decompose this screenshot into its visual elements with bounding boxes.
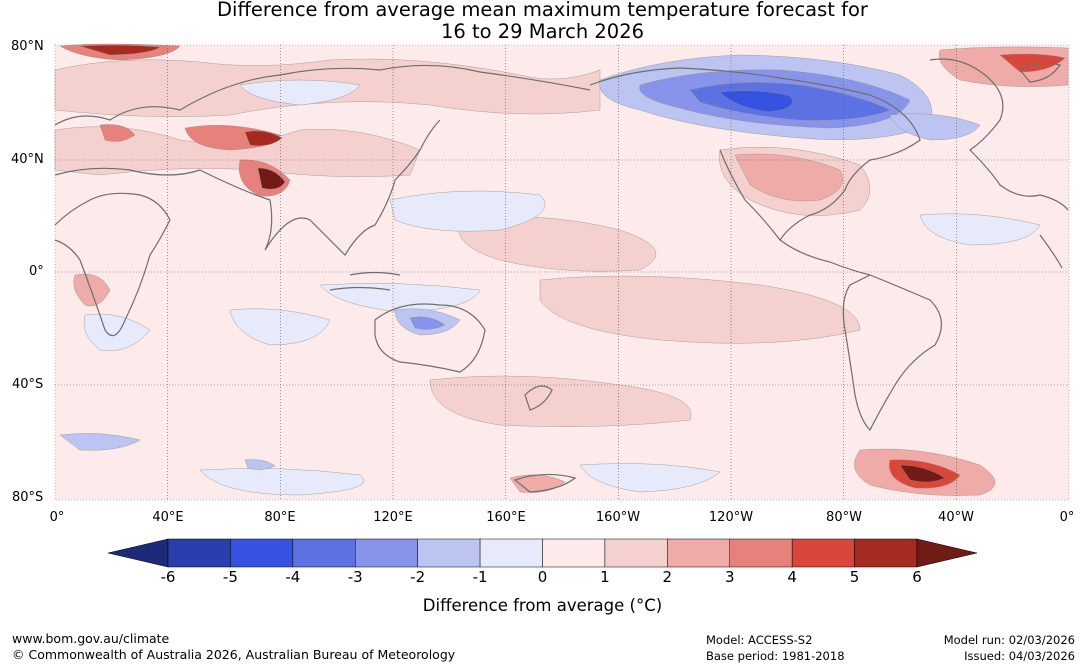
colorbar-bin <box>854 538 918 568</box>
lon-label-120w: 120°W <box>708 510 754 525</box>
map-gridlines <box>55 45 1069 500</box>
footer-copyright: © Commonwealth of Australia 2026, Austra… <box>12 647 456 662</box>
lon-label-0-right: 0° <box>1059 510 1075 525</box>
lon-label-160w: 160°W <box>595 510 641 525</box>
lon-label-160e: 160°E <box>486 510 526 525</box>
colorbar-bin <box>355 538 418 568</box>
colorbar-bin <box>479 538 543 568</box>
colorbar-tick-label: 3 <box>724 568 735 586</box>
colorbar-tick-label: -1 <box>472 568 488 586</box>
coastlines <box>54 58 1069 493</box>
lat-label-80n: 80°N <box>11 39 44 54</box>
colorbar-tick-label: 4 <box>787 568 797 586</box>
colorbar-tick-label: -6 <box>160 568 176 586</box>
colorbar-extend-low <box>107 538 169 568</box>
colorbar-bin <box>292 538 356 568</box>
colorbar-bin <box>729 538 793 568</box>
lat-label-40s: 40°S <box>12 377 44 392</box>
colorbar-tick-label: 1 <box>600 568 610 586</box>
colorbar-tick-label: -4 <box>285 568 301 586</box>
lon-label-80w: 80°W <box>826 510 862 525</box>
footer-model: Model: ACCESS-S2 <box>706 633 813 647</box>
lon-label-80e: 80°E <box>264 510 296 525</box>
colorbar-tick-label: -3 <box>347 568 363 586</box>
footer-model-run: Model run: 02/03/2026 <box>943 633 1075 647</box>
map-frame <box>54 44 1070 501</box>
colorbar-bin <box>167 538 231 568</box>
colorbar-tick-label: 5 <box>849 568 860 586</box>
map-title-line-1: Difference from average mean maximum tem… <box>217 0 868 21</box>
footer-base-period: Base period: 1981-2018 <box>706 649 845 663</box>
lat-label-40n: 40°N <box>11 152 44 167</box>
lon-label-120e: 120°E <box>373 510 413 525</box>
anomaly-regions <box>54 43 1069 496</box>
colorbar-bin <box>230 538 294 568</box>
colorbar-bin <box>791 538 855 568</box>
colorbar-extend-high <box>916 538 978 568</box>
colorbar-bin <box>417 538 481 568</box>
colorbar-tick-label: -5 <box>222 568 238 586</box>
colorbar-tick-label: -2 <box>410 568 426 586</box>
colorbar-bin <box>604 538 668 568</box>
footer-issued: Issued: 04/03/2026 <box>964 649 1075 663</box>
colorbar-label: Difference from average (°C) <box>422 596 663 615</box>
lat-label-equator: 0° <box>29 264 44 279</box>
lon-label-40w: 40°W <box>938 510 974 525</box>
colorbar-tick-label: 6 <box>912 568 922 586</box>
lon-label-0-left: 0° <box>49 510 65 525</box>
footer-url[interactable]: www.bom.gov.au/climate <box>12 631 170 646</box>
lon-label-40e: 40°E <box>152 510 184 525</box>
lat-label-80s: 80°S <box>12 490 44 505</box>
colorbar-bin <box>542 538 606 568</box>
colorbar-tick-label: 2 <box>662 568 673 586</box>
colorbar-tick-label: 0 <box>537 568 548 586</box>
colorbar-bin <box>667 538 730 568</box>
map-title-line-2: 16 to 29 March 2026 <box>440 20 645 43</box>
